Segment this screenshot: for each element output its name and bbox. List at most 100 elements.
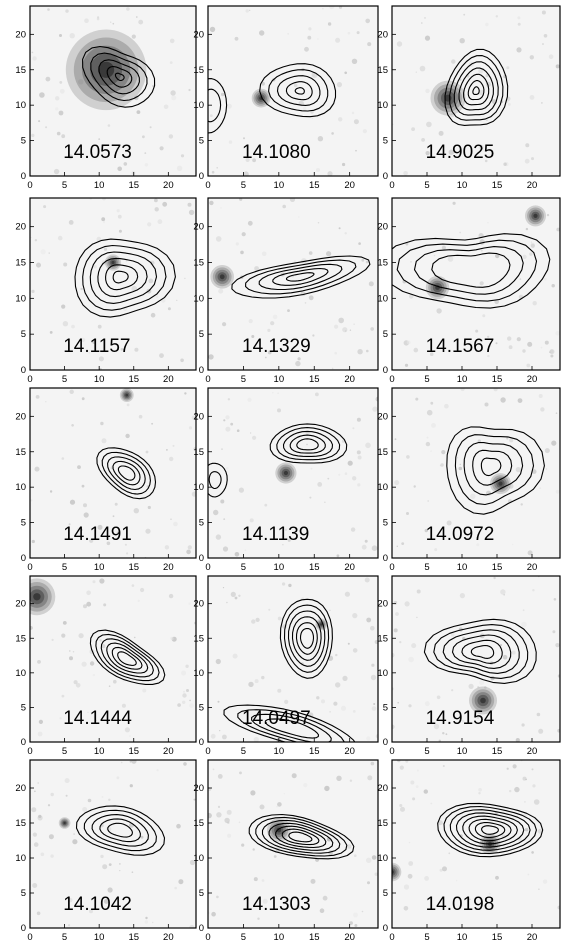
- noise-speck: [345, 330, 347, 332]
- noise-speck: [479, 680, 485, 685]
- x-tick-label: 15: [309, 932, 320, 943]
- noise-speck: [421, 138, 425, 142]
- x-tick-label: 10: [94, 374, 105, 385]
- noise-speck: [32, 883, 38, 888]
- noise-speck: [349, 329, 352, 331]
- x-tick-label: 10: [274, 180, 285, 191]
- noise-speck: [487, 335, 490, 338]
- noise-speck: [355, 149, 357, 152]
- x-tick-label: 10: [94, 180, 105, 191]
- noise-speck: [261, 879, 265, 882]
- noise-speck: [252, 435, 257, 440]
- noise-speck: [539, 487, 542, 489]
- noise-speck: [83, 604, 87, 609]
- noise-speck: [338, 473, 341, 476]
- noise-speck: [149, 126, 152, 129]
- y-tick-label: 5: [21, 329, 26, 340]
- noise-speck: [291, 773, 297, 779]
- noise-speck: [403, 171, 408, 176]
- contour-line: [433, 624, 529, 679]
- noise-speck: [189, 699, 191, 702]
- noise-speck: [276, 806, 278, 808]
- noise-speck: [259, 804, 265, 810]
- noise-speck: [452, 201, 456, 205]
- noise-speck: [525, 227, 529, 231]
- panel-image: [392, 10, 560, 176]
- contour-line: [90, 52, 148, 102]
- noise-speck: [211, 911, 216, 917]
- noise-speck: [124, 727, 130, 733]
- contour-line: [111, 646, 143, 670]
- noise-speck: [353, 323, 355, 326]
- noise-speck: [126, 403, 130, 407]
- contour-line: [268, 69, 329, 112]
- noise-speck: [38, 814, 42, 819]
- noise-speck: [336, 775, 342, 781]
- noise-speck: [410, 261, 412, 263]
- noise-speck: [362, 129, 367, 134]
- noise-speck: [556, 227, 560, 232]
- panel-image: [30, 578, 196, 737]
- noise-speck: [347, 460, 353, 466]
- noise-speck: [251, 619, 256, 624]
- noise-speck: [253, 877, 258, 882]
- noise-speck: [250, 790, 256, 796]
- noise-speck: [211, 170, 215, 174]
- noise-speck: [154, 198, 158, 203]
- noise-speck: [524, 827, 529, 832]
- y-tick-label: 15: [377, 447, 388, 458]
- contour-line: [462, 815, 518, 845]
- noise-speck: [31, 51, 34, 54]
- noise-speck: [461, 719, 465, 723]
- y-tick-label: 15: [193, 447, 204, 458]
- noise-speck: [218, 288, 224, 294]
- noise-speck: [210, 733, 216, 739]
- panel-frame: [391, 197, 561, 371]
- x-tick-label: 0: [389, 562, 394, 573]
- noise-speck: [72, 651, 75, 653]
- noise-speck: [92, 580, 96, 584]
- noise-speck: [531, 157, 534, 161]
- noise-speck: [334, 324, 339, 329]
- noise-speck: [131, 34, 136, 39]
- noise-speck: [368, 281, 374, 287]
- noise-speck: [59, 717, 62, 720]
- panel-image: [392, 760, 560, 911]
- noise-speck: [460, 388, 465, 392]
- contour-line: [396, 239, 538, 302]
- x-tick-label: 0: [205, 374, 210, 385]
- noise-speck: [116, 209, 120, 213]
- panel: 00 5 5 10 10 15 15 20 20 14.9154: [377, 575, 561, 757]
- noise-speck: [404, 601, 410, 607]
- noise-speck: [525, 143, 530, 148]
- noise-speck: [38, 719, 44, 725]
- noise-speck: [344, 232, 347, 235]
- noise-speck: [248, 319, 253, 324]
- noise-speck: [97, 16, 100, 19]
- contour-line: [444, 48, 509, 126]
- panel: 00 5 5 10 10 15 15 20 20 14.1157: [15, 197, 197, 385]
- noise-speck: [99, 639, 102, 642]
- panel: 00 5 5 10 10 15 15 20 20 14.0573: [15, 5, 197, 191]
- noise-speck: [415, 71, 417, 73]
- noise-speck: [45, 76, 51, 82]
- noise-speck: [87, 798, 92, 803]
- noise-speck: [352, 613, 358, 619]
- noise-speck: [351, 111, 355, 115]
- noise-speck: [478, 792, 481, 795]
- contour-line: [117, 465, 136, 481]
- noise-speck: [126, 7, 130, 11]
- y-tick-label: 15: [377, 65, 388, 76]
- contour-line: [468, 818, 512, 842]
- noise-speck: [168, 134, 174, 139]
- x-tick-label: 20: [163, 180, 174, 191]
- panel: 00 5 5 10 10 15 15 20 20 14.0972: [377, 387, 561, 573]
- noise-speck: [174, 886, 177, 890]
- noise-speck: [252, 158, 256, 163]
- noise-speck: [61, 304, 66, 309]
- noise-speck: [361, 910, 364, 913]
- noise-speck: [262, 898, 268, 904]
- y-tick-label: 0: [21, 365, 26, 376]
- noise-speck: [317, 222, 320, 224]
